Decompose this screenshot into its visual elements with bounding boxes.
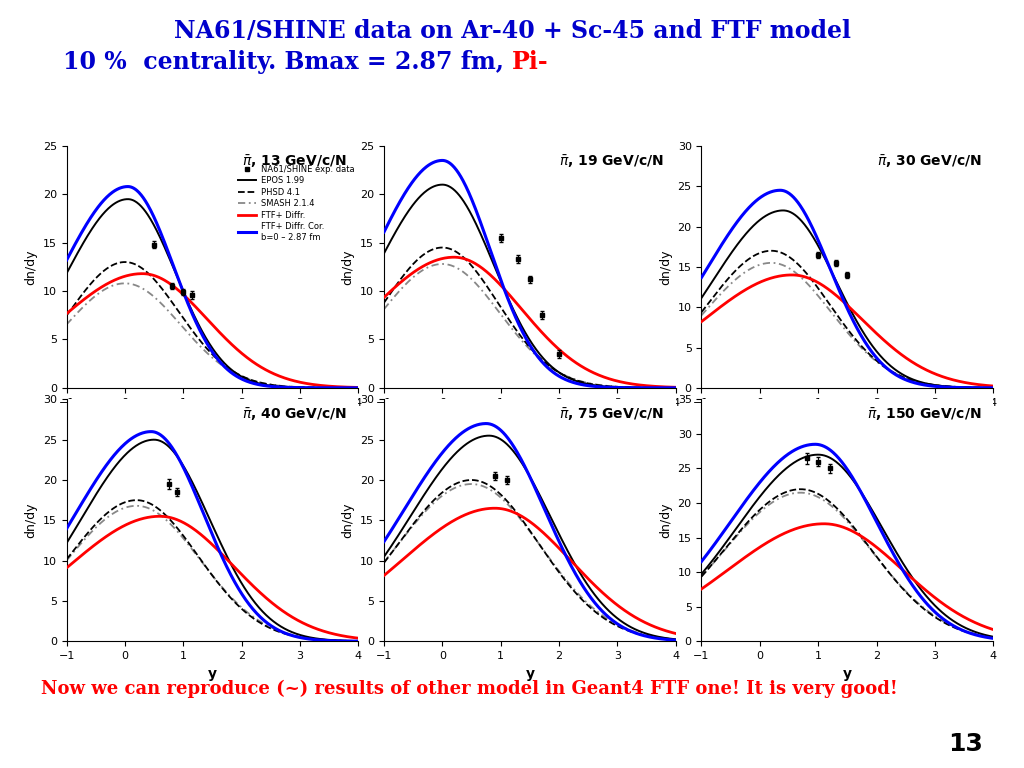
Y-axis label: dn/dy: dn/dy <box>342 249 354 285</box>
Text: Now we can reproduce (~) results of other model in Geant4 FTF one! It is very go: Now we can reproduce (~) results of othe… <box>41 680 898 698</box>
X-axis label: y: y <box>525 413 535 427</box>
Y-axis label: dn/dy: dn/dy <box>25 249 37 285</box>
Y-axis label: dn/dy: dn/dy <box>659 249 672 285</box>
Text: 10 %  centrality. Bmax = 2.87 fm,: 10 % centrality. Bmax = 2.87 fm, <box>62 50 512 74</box>
X-axis label: y: y <box>208 413 217 427</box>
Text: $\bar{\pi}$, 19 GeV/c/N: $\bar{\pi}$, 19 GeV/c/N <box>559 153 665 170</box>
Legend: NA61/SHINE exp. data, EPOS 1.99, PHSD 4.1, SMASH 2.1.4, FTF+ Diffr., FTF+ Diffr.: NA61/SHINE exp. data, EPOS 1.99, PHSD 4.… <box>234 161 357 245</box>
Text: $\bar{\pi}$, 30 GeV/c/N: $\bar{\pi}$, 30 GeV/c/N <box>877 153 982 170</box>
Text: $\bar{\pi}$, 13 GeV/c/N: $\bar{\pi}$, 13 GeV/c/N <box>242 153 347 170</box>
Text: NA61/SHINE data on Ar-40 + Sc-45 and FTF model: NA61/SHINE data on Ar-40 + Sc-45 and FTF… <box>173 19 851 43</box>
X-axis label: y: y <box>843 413 852 427</box>
X-axis label: y: y <box>208 667 217 680</box>
Text: $\bar{\pi}$, 75 GeV/c/N: $\bar{\pi}$, 75 GeV/c/N <box>559 406 665 423</box>
X-axis label: y: y <box>525 667 535 680</box>
X-axis label: y: y <box>843 667 852 680</box>
Y-axis label: dn/dy: dn/dy <box>342 502 354 538</box>
Y-axis label: dn/dy: dn/dy <box>659 502 672 538</box>
Text: $\bar{\pi}$, 40 GeV/c/N: $\bar{\pi}$, 40 GeV/c/N <box>242 406 347 423</box>
Text: Pi-: Pi- <box>512 50 549 74</box>
Text: $\bar{\pi}$, 150 GeV/c/N: $\bar{\pi}$, 150 GeV/c/N <box>867 406 982 423</box>
Text: 13: 13 <box>948 733 983 756</box>
Y-axis label: dn/dy: dn/dy <box>25 502 37 538</box>
